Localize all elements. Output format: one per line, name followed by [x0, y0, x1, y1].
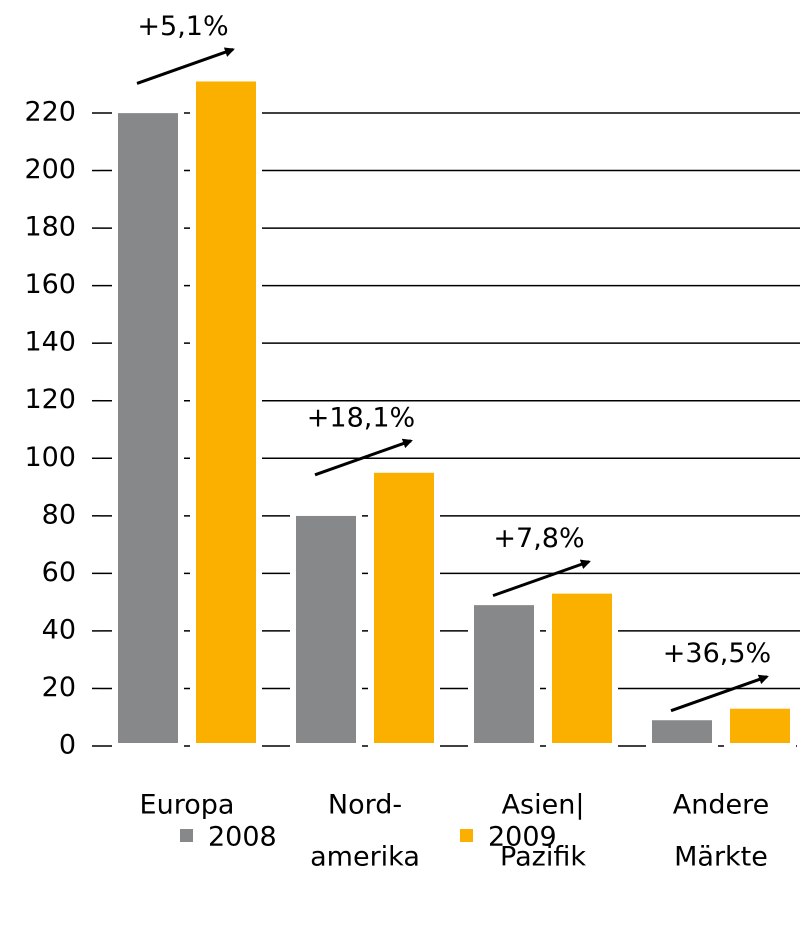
- y-tick-label: 100: [24, 442, 76, 473]
- x-tick-label: Europa: [140, 790, 235, 821]
- legend-label: 2009: [488, 822, 557, 853]
- x-tick-label: Pazifik: [500, 842, 586, 873]
- legend-swatch: [180, 829, 193, 842]
- bar: [546, 587, 618, 749]
- y-tick-label: 140: [24, 327, 76, 358]
- y-tick-label: 80: [42, 499, 76, 530]
- y-tick-label: 40: [42, 614, 76, 645]
- bar: [368, 466, 440, 749]
- x-tick-label: Asien|: [502, 790, 585, 821]
- annotation: +18,1%: [307, 402, 415, 433]
- y-tick-label: 160: [24, 269, 76, 300]
- legend-swatch: [460, 829, 473, 842]
- bar: [112, 107, 184, 749]
- annotation: +7,8%: [493, 523, 584, 554]
- y-tick-label: 0: [59, 730, 76, 761]
- x-tick-label: Nord-: [328, 790, 402, 821]
- y-tick-label: 200: [24, 154, 76, 185]
- annotation: +36,5%: [663, 638, 771, 669]
- y-tick-label: 220: [24, 97, 76, 128]
- bar: [290, 509, 362, 750]
- bar: [724, 702, 796, 750]
- y-tick-label: 60: [42, 557, 76, 588]
- y-tick-label: 20: [42, 672, 76, 703]
- annotation: +5,1%: [137, 11, 228, 42]
- legend-label: 2008: [208, 822, 277, 853]
- growth-arrow: [136, 47, 235, 85]
- bar: [190, 75, 262, 750]
- x-tick-label: amerika: [310, 842, 420, 873]
- x-tick-label: Märkte: [674, 842, 768, 873]
- y-tick-label: 180: [24, 212, 76, 243]
- bar: [468, 599, 540, 749]
- y-tick-label: 120: [24, 384, 76, 415]
- growth-arrow: [492, 559, 591, 598]
- bar: [646, 714, 718, 750]
- x-tick-label: Andere: [673, 790, 769, 821]
- growth-arrow: [670, 674, 769, 713]
- growth-arrow: [314, 438, 413, 477]
